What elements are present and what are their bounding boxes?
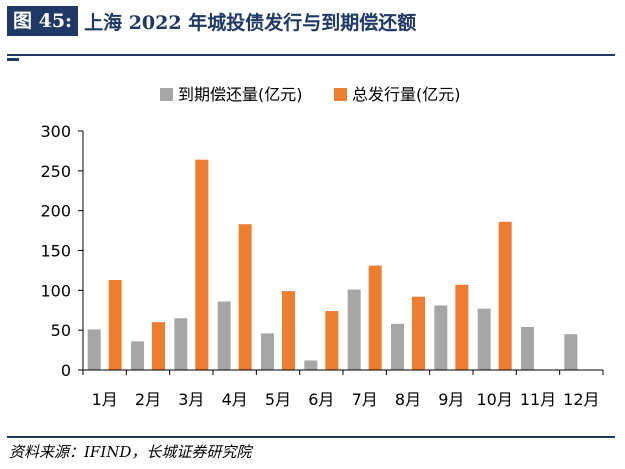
y-tick-label: 200 [40, 202, 71, 221]
bar-repayment [217, 301, 231, 370]
legend: 到期偿还量(亿元) 总发行量(亿元) [160, 85, 461, 104]
bar-issuance [368, 265, 382, 370]
x-tick-label: 12月 [563, 390, 599, 409]
x-tick-label: 10月 [476, 390, 512, 409]
legend-label: 总发行量(亿元) [352, 85, 461, 104]
figure-title: 上海 2022 年城投债发行与到期偿还额 [84, 11, 417, 34]
y-tick-label: 50 [51, 321, 71, 340]
bar-repayment [87, 329, 101, 370]
figure-title-bar: 图 45: 上海 2022 年城投债发行与到期偿还额 [7, 5, 416, 37]
bar-issuance [498, 221, 512, 370]
x-tick-label: 5月 [265, 390, 291, 409]
bar-repayment [564, 334, 578, 370]
bar-repayment [261, 333, 274, 370]
bar-repayment [521, 326, 534, 370]
bars [87, 159, 578, 370]
bar-repayment [477, 308, 491, 370]
y-tick-label: 0 [61, 361, 71, 380]
y-tick-label: 250 [40, 162, 71, 181]
bar-issuance [412, 296, 425, 370]
x-tick-label: 2月 [135, 390, 161, 409]
y-axis: 0 50 100 150 200 250 300 [40, 122, 84, 380]
bar-issuance [108, 279, 122, 370]
source-rule [7, 436, 615, 438]
y-tick-label: 300 [40, 122, 71, 141]
legend-label: 到期偿还量(亿元) [178, 85, 303, 104]
x-tick-label: 4月 [222, 390, 248, 409]
x-tick-label: 11月 [520, 390, 556, 409]
bar-issuance [152, 322, 165, 370]
bar-issuance [195, 159, 209, 370]
title-rule-mark [7, 58, 19, 61]
bar-issuance [455, 284, 469, 370]
x-tick-label: 8月 [395, 390, 421, 409]
y-tick-label: 100 [40, 281, 71, 300]
x-axis: 1月 2月 3月 4月 5月 6月 7月 8月 9月 10月 11月 12月 [82, 369, 604, 409]
bar-repayment [131, 341, 144, 370]
bar-repayment [347, 289, 361, 370]
bar-issuance [282, 291, 295, 370]
figure-label: 图 45: [7, 6, 79, 36]
y-tick-label: 150 [40, 242, 71, 261]
source-note: 资料来源：IFIND，长城证券研究院 [9, 443, 252, 461]
bar-repayment [391, 323, 404, 370]
bar-repayment [434, 305, 448, 370]
x-tick-label: 1月 [92, 390, 118, 409]
bar-repayment [304, 360, 318, 370]
x-tick-label: 7月 [352, 390, 378, 409]
x-tick-label: 9月 [438, 390, 464, 409]
bar-issuance [238, 224, 252, 370]
x-tick-label: 6月 [308, 390, 334, 409]
x-tick-label: 3月 [178, 390, 204, 409]
legend-swatch [160, 88, 173, 101]
title-rule [7, 54, 615, 56]
bar-repayment [174, 318, 188, 370]
bar-issuance [325, 311, 339, 370]
legend-swatch [334, 88, 347, 101]
